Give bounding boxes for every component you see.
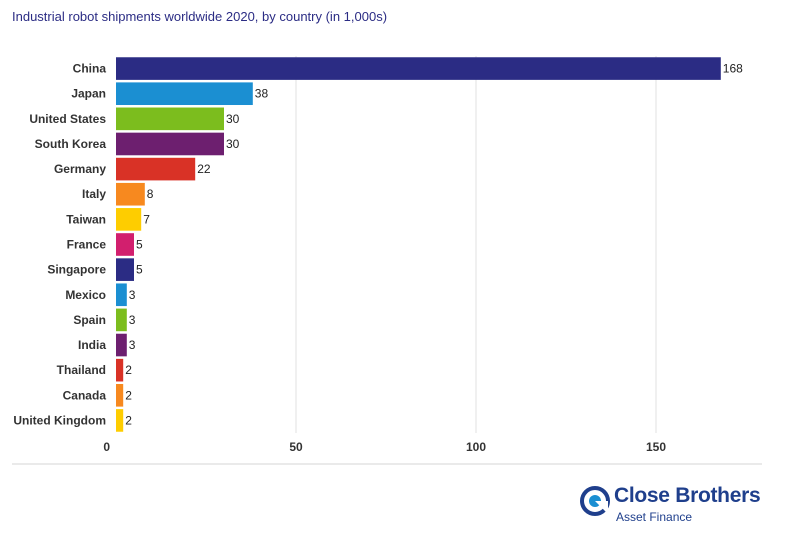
data-label: 2: [125, 388, 132, 402]
bar: [116, 233, 134, 256]
bar: [116, 82, 253, 106]
x-tick-label: 100: [466, 440, 486, 454]
category-label: Mexico: [65, 288, 106, 302]
data-label: 5: [136, 263, 143, 277]
category-label: United States: [29, 112, 106, 126]
data-label: 168: [723, 62, 743, 76]
category-label: France: [67, 238, 107, 252]
data-label: 3: [129, 288, 136, 302]
bar: [116, 308, 127, 332]
brand-subtitle: Asset Finance: [616, 510, 693, 524]
brand-name: Close Brothers: [614, 484, 761, 507]
bar: [116, 258, 134, 281]
chart-title: Industrial robot shipments worldwide 202…: [12, 9, 388, 24]
category-label: Singapore: [47, 263, 106, 277]
x-tick-label: 0: [103, 440, 110, 454]
data-label: 3: [129, 313, 136, 327]
category-label: Taiwan: [66, 212, 106, 226]
data-label: 3: [129, 338, 136, 352]
bar: [116, 208, 142, 231]
data-label: 8: [147, 187, 154, 201]
data-label: 30: [226, 112, 240, 126]
data-label: 30: [226, 137, 240, 151]
category-label: India: [78, 338, 106, 352]
category-label: China: [73, 62, 107, 76]
bar: [116, 107, 224, 131]
category-label: Canada: [63, 388, 107, 402]
data-label: 22: [197, 162, 211, 176]
category-label: Spain: [73, 313, 106, 327]
bar: [116, 157, 196, 181]
x-tick-label: 50: [289, 440, 303, 454]
category-label: Japan: [71, 87, 106, 101]
bar: [116, 333, 127, 357]
bar: [116, 358, 124, 382]
bar: [116, 283, 127, 307]
close-brothers-logo-icon: [580, 486, 610, 516]
bar: [116, 182, 145, 206]
category-label: Thailand: [57, 363, 106, 377]
category-label: United Kingdom: [13, 413, 106, 427]
data-label: 2: [125, 413, 132, 427]
bar: [116, 57, 721, 80]
bar: [116, 409, 124, 432]
data-label: 2: [125, 363, 132, 377]
data-label: 7: [143, 212, 150, 226]
brand-logo: Close Brothers Asset Finance: [580, 484, 780, 526]
data-label: 5: [136, 238, 143, 252]
x-tick-label: 150: [646, 440, 666, 454]
data-label: 38: [255, 87, 269, 101]
category-label: South Korea: [35, 137, 107, 151]
category-label: Italy: [82, 187, 106, 201]
category-label: Germany: [54, 162, 106, 176]
bar: [116, 132, 224, 156]
bar: [116, 383, 124, 407]
